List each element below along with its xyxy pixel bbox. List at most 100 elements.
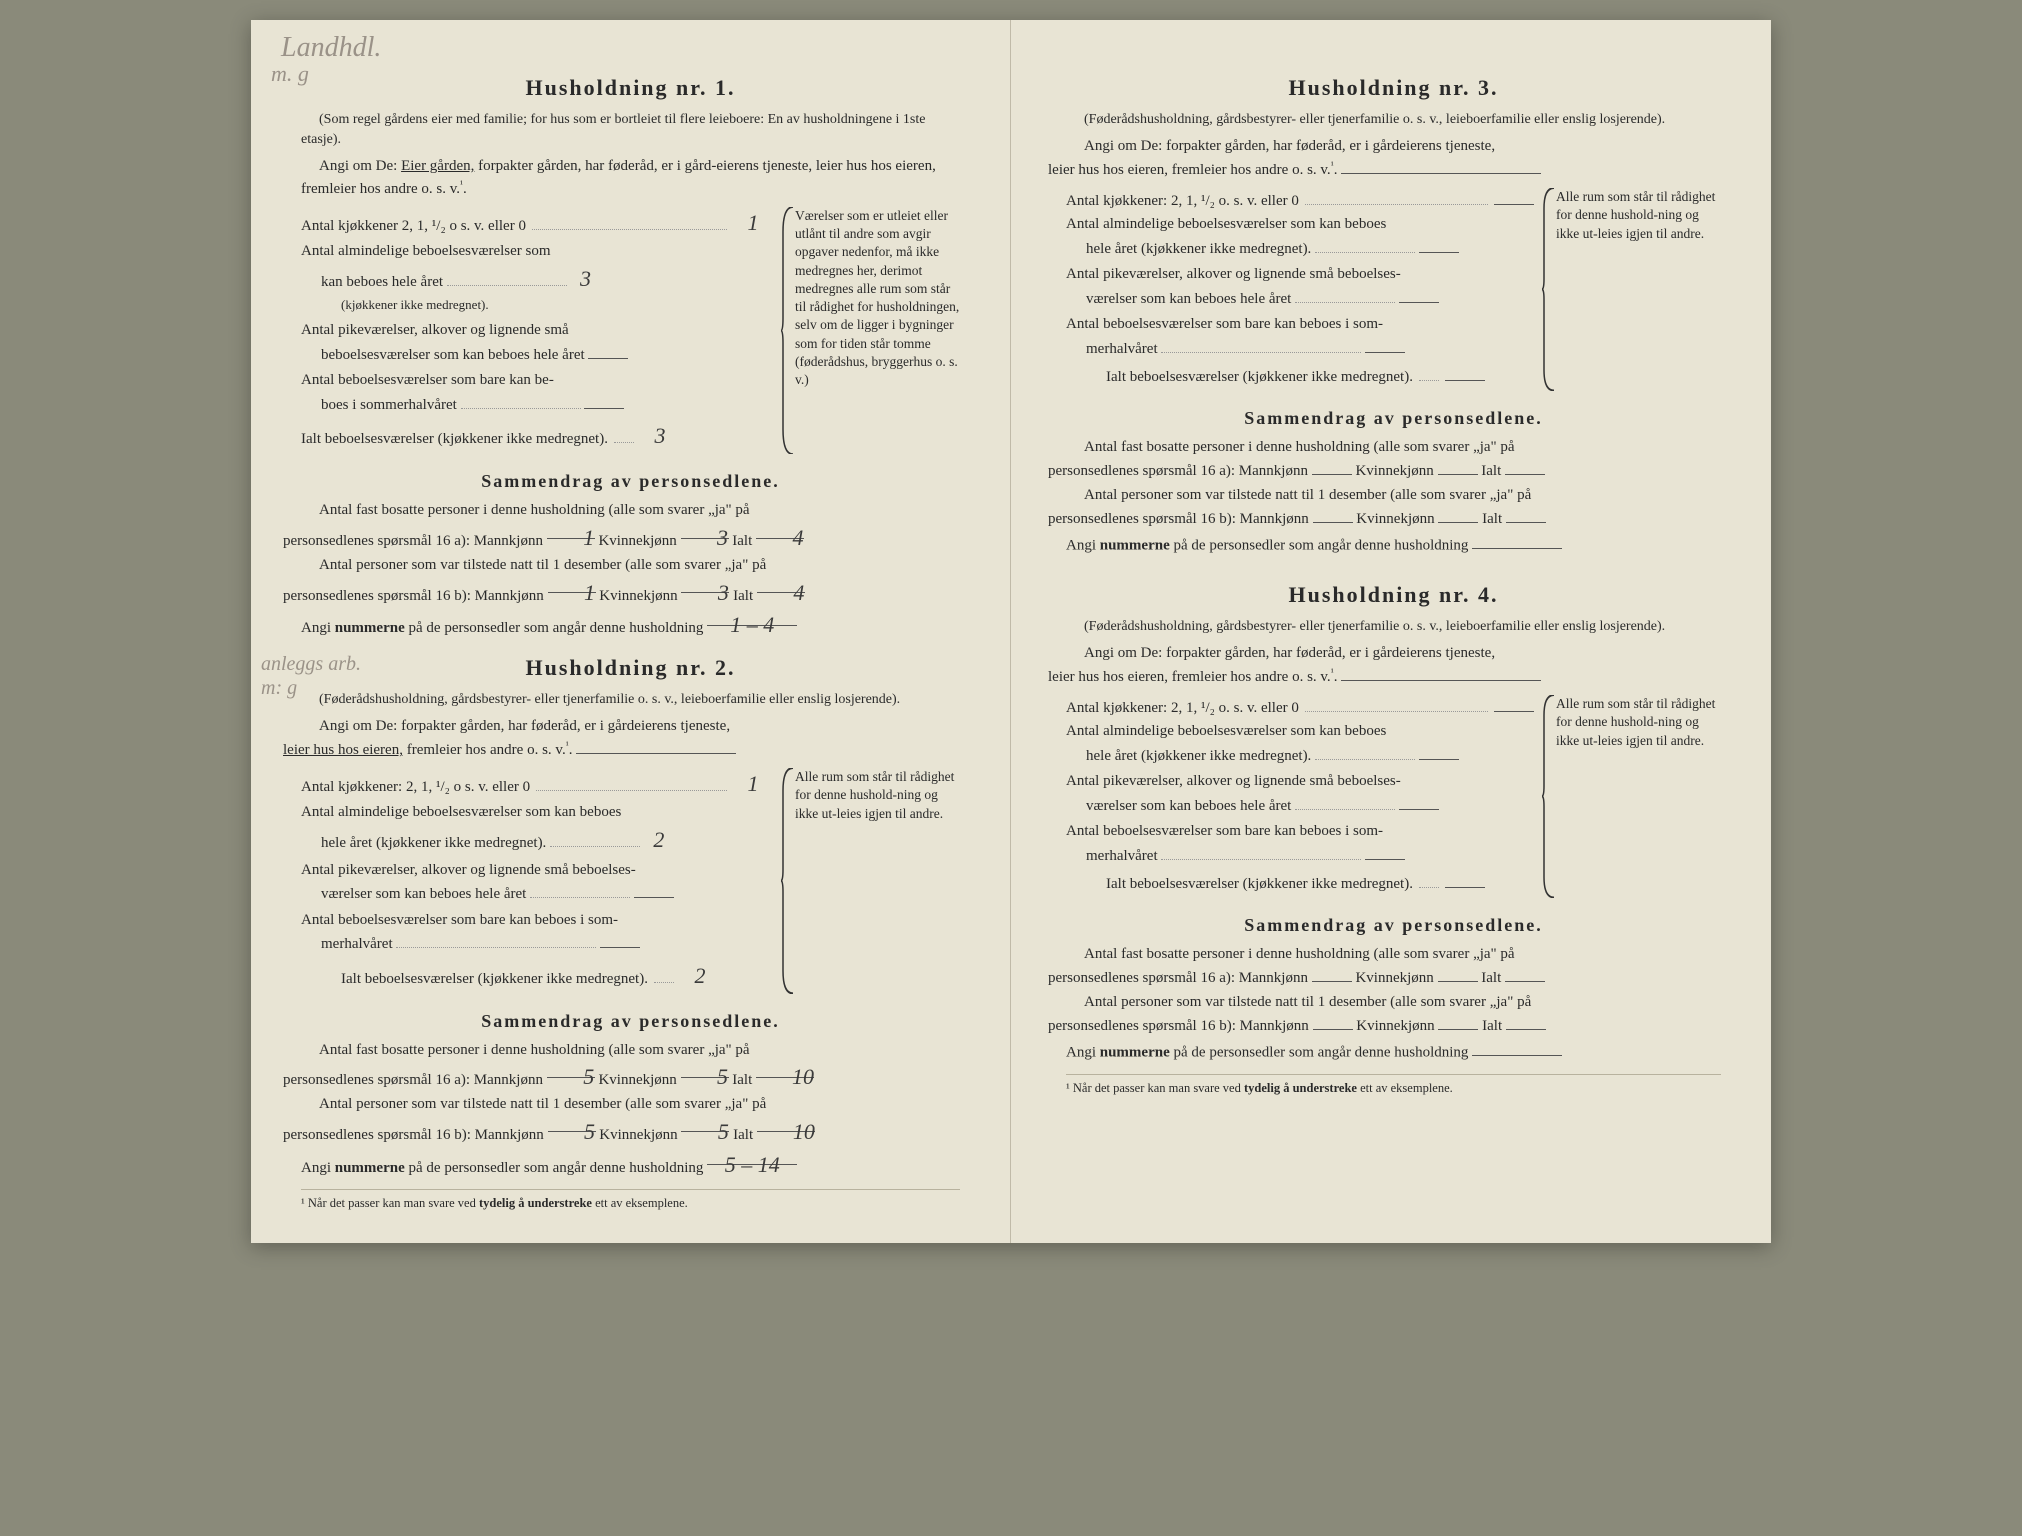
h2-pike-val bbox=[634, 881, 674, 898]
brace-icon bbox=[1542, 695, 1556, 898]
h4-pike-val bbox=[1399, 793, 1439, 810]
footnote-right: ¹ Når det passer kan man svare ved tydel… bbox=[1066, 1074, 1721, 1097]
s1-natt: Antal personer som var tilstede natt til… bbox=[301, 555, 960, 608]
h1-alm-val: 3 bbox=[571, 263, 601, 295]
h4-ialt: Ialt beboelsesværelser (kjøkkener ikke m… bbox=[1066, 871, 1534, 895]
s2-fast-i: 10 bbox=[774, 1061, 814, 1093]
h3-kjokken: Antal kjøkkener: 2, 1, ¹/₂ o. s. v. elle… bbox=[1066, 188, 1534, 212]
h2-sommer-val bbox=[600, 931, 640, 948]
h2-angi: Angi om De: forpakter gården, har føderå… bbox=[301, 716, 960, 762]
h4-angi: Angi om De: forpakter gården, har føderå… bbox=[1066, 643, 1721, 689]
h3-pike-val bbox=[1399, 286, 1439, 303]
h2-alm: Antal almindelige beboelsesværelser som … bbox=[301, 802, 773, 856]
s2-natt-i: 10 bbox=[775, 1116, 815, 1148]
h1-fields-left: Antal kjøkkener 2, 1, ¹/₂ o s. v. eller … bbox=[301, 207, 773, 454]
s1-fast: Antal fast bosatte personer i denne hush… bbox=[301, 500, 960, 553]
h1-sidenote: Værelser som er utleiet eller utlånt til… bbox=[785, 207, 960, 454]
s3-fast: Antal fast bosatte personer i denne hush… bbox=[1066, 437, 1721, 483]
brace-icon bbox=[781, 768, 795, 993]
h4-title: Husholdning nr. 4. bbox=[1066, 579, 1721, 611]
h2-kjokken: Antal kjøkkener: 2, 1, ¹/₂ o s. v. eller… bbox=[301, 768, 773, 800]
h3-title: Husholdning nr. 3. bbox=[1066, 72, 1721, 104]
h4-sommer-val bbox=[1365, 843, 1405, 860]
s2-natt-k: 5 bbox=[699, 1116, 729, 1148]
h3-kjokken-val bbox=[1494, 188, 1534, 205]
handwritten-mg: m. g bbox=[271, 58, 309, 90]
h4-kjokken-val bbox=[1494, 695, 1534, 712]
h2-fields: Antal kjøkkener: 2, 1, ¹/₂ o s. v. eller… bbox=[301, 768, 960, 993]
h4-alm: Antal almindelige beboelsesværelser som … bbox=[1066, 721, 1534, 767]
h3-intro: (Føderådshusholdning, gårdsbestyrer- ell… bbox=[1066, 110, 1721, 130]
h4-sommer: Antal beboelsesværelser som bare kan beb… bbox=[1066, 821, 1534, 867]
s2-nums: Angi nummerne på de personsedler som ang… bbox=[301, 1149, 960, 1180]
h1-kjokken: Antal kjøkkener 2, 1, ¹/₂ o s. v. eller … bbox=[301, 207, 773, 239]
h3-sommer: Antal beboelsesværelser som bare kan beb… bbox=[1066, 314, 1534, 360]
h1-alm: Antal almindelige beboelsesværelser som … bbox=[301, 241, 773, 316]
h2-sidenote: Alle rum som står til rådighet for denne… bbox=[785, 768, 960, 993]
h2-pike: Antal pikeværelser, alkover og lignende … bbox=[301, 860, 773, 906]
s1-fast-i: 4 bbox=[774, 522, 804, 554]
h2-sommer: Antal beboelsesværelser som bare kan beb… bbox=[301, 910, 773, 956]
h2-title: Husholdning nr. 2. bbox=[301, 652, 960, 684]
h1-pike: Antal pikeværelser, alkover og lignende … bbox=[301, 320, 773, 366]
h2-ialt: Ialt beboelsesværelser (kjøkkener ikke m… bbox=[301, 960, 773, 992]
s1-nums: Angi nummerne på de personsedler som ang… bbox=[301, 609, 960, 640]
summary4-title: Sammendrag av personsedlene. bbox=[1066, 912, 1721, 938]
s1-fast-k: 3 bbox=[699, 522, 729, 554]
brace-icon bbox=[1542, 188, 1556, 391]
handwritten-mid-mg: m: g bbox=[261, 674, 297, 703]
h2-alm-val: 2 bbox=[644, 824, 674, 856]
left-page: Landhdl. m. g Husholdning nr. 1. (Som re… bbox=[251, 20, 1011, 1243]
h4-kjokken: Antal kjøkkener: 2, 1, ¹/₂ o. s. v. elle… bbox=[1066, 695, 1534, 719]
h1-title: Husholdning nr. 1. bbox=[301, 72, 960, 104]
summary3-title: Sammendrag av personsedlene. bbox=[1066, 405, 1721, 431]
h1-sommer: Antal beboelsesværelser som bare kan be-… bbox=[301, 370, 773, 416]
h1-ialt: Ialt beboelsesværelser (kjøkkener ikke m… bbox=[301, 420, 773, 452]
s2-natt: Antal personer som var tilstede natt til… bbox=[301, 1094, 960, 1147]
h4-pike: Antal pikeværelser, alkover og lignende … bbox=[1066, 771, 1534, 817]
right-page: Husholdning nr. 3. (Føderådshusholdning,… bbox=[1011, 20, 1771, 1243]
h1-sommer-val bbox=[584, 392, 624, 409]
h2-intro: (Føderådshusholdning, gårdsbestyrer- ell… bbox=[301, 690, 960, 710]
h1-angi: Angi om De: Eier gården, forpakter gårde… bbox=[301, 156, 960, 201]
s4-nums: Angi nummerne på de personsedler som ang… bbox=[1066, 1040, 1721, 1064]
s4-natt: Antal personer som var tilstede natt til… bbox=[1066, 992, 1721, 1038]
h1-pike-val bbox=[588, 342, 628, 359]
s2-fast-m: 5 bbox=[565, 1061, 595, 1093]
h1-kjokken-val: 1 bbox=[733, 207, 773, 239]
s1-natt-i: 4 bbox=[775, 577, 805, 609]
h3-ialt-val bbox=[1445, 364, 1485, 381]
h3-angi: Angi om De: forpakter gården, har føderå… bbox=[1066, 136, 1721, 182]
h3-pike: Antal pikeværelser, alkover og lignende … bbox=[1066, 264, 1534, 310]
h2-ialt-val: 2 bbox=[680, 960, 720, 992]
s2-natt-m: 5 bbox=[566, 1116, 596, 1148]
h4-intro: (Føderådshusholdning, gårdsbestyrer- ell… bbox=[1066, 617, 1721, 637]
h3-fields-left: Antal kjøkkener: 2, 1, ¹/₂ o. s. v. elle… bbox=[1066, 188, 1534, 391]
h3-sommer-val bbox=[1365, 336, 1405, 353]
summary2-title: Sammendrag av personsedlene. bbox=[301, 1008, 960, 1034]
s1-natt-k: 3 bbox=[699, 577, 729, 609]
h1-ialt-val: 3 bbox=[640, 420, 680, 452]
h3-ialt: Ialt beboelsesværelser (kjøkkener ikke m… bbox=[1066, 364, 1534, 388]
s1-fast-m: 1 bbox=[565, 522, 595, 554]
h3-alm: Antal almindelige beboelsesværelser som … bbox=[1066, 214, 1534, 260]
h1-fields: Antal kjøkkener 2, 1, ¹/₂ o s. v. eller … bbox=[301, 207, 960, 454]
s1-num-val: 1 – 4 bbox=[730, 609, 774, 641]
document-spread: Landhdl. m. g Husholdning nr. 1. (Som re… bbox=[251, 20, 1771, 1243]
summary1-title: Sammendrag av personsedlene. bbox=[301, 468, 960, 494]
s4-fast: Antal fast bosatte personer i denne hush… bbox=[1066, 944, 1721, 990]
h1-intro: (Som regel gårdens eier med familie; for… bbox=[301, 110, 960, 151]
h3-sidenote: Alle rum som står til rådighet for denne… bbox=[1546, 188, 1721, 391]
s2-fast: Antal fast bosatte personer i denne hush… bbox=[301, 1040, 960, 1093]
s1-natt-m: 1 bbox=[566, 577, 596, 609]
h4-fields: Antal kjøkkener: 2, 1, ¹/₂ o. s. v. elle… bbox=[1066, 695, 1721, 898]
s3-natt: Antal personer som var tilstede natt til… bbox=[1066, 485, 1721, 531]
h4-ialt-val bbox=[1445, 871, 1485, 888]
h3-fields: Antal kjøkkener: 2, 1, ¹/₂ o. s. v. elle… bbox=[1066, 188, 1721, 391]
s2-num-val: 5 – 14 bbox=[725, 1149, 780, 1181]
h4-alm-val bbox=[1419, 743, 1459, 760]
h3-alm-val bbox=[1419, 236, 1459, 253]
h4-fields-left: Antal kjøkkener: 2, 1, ¹/₂ o. s. v. elle… bbox=[1066, 695, 1534, 898]
s3-nums: Angi nummerne på de personsedler som ang… bbox=[1066, 533, 1721, 557]
h4-sidenote: Alle rum som står til rådighet for denne… bbox=[1546, 695, 1721, 898]
